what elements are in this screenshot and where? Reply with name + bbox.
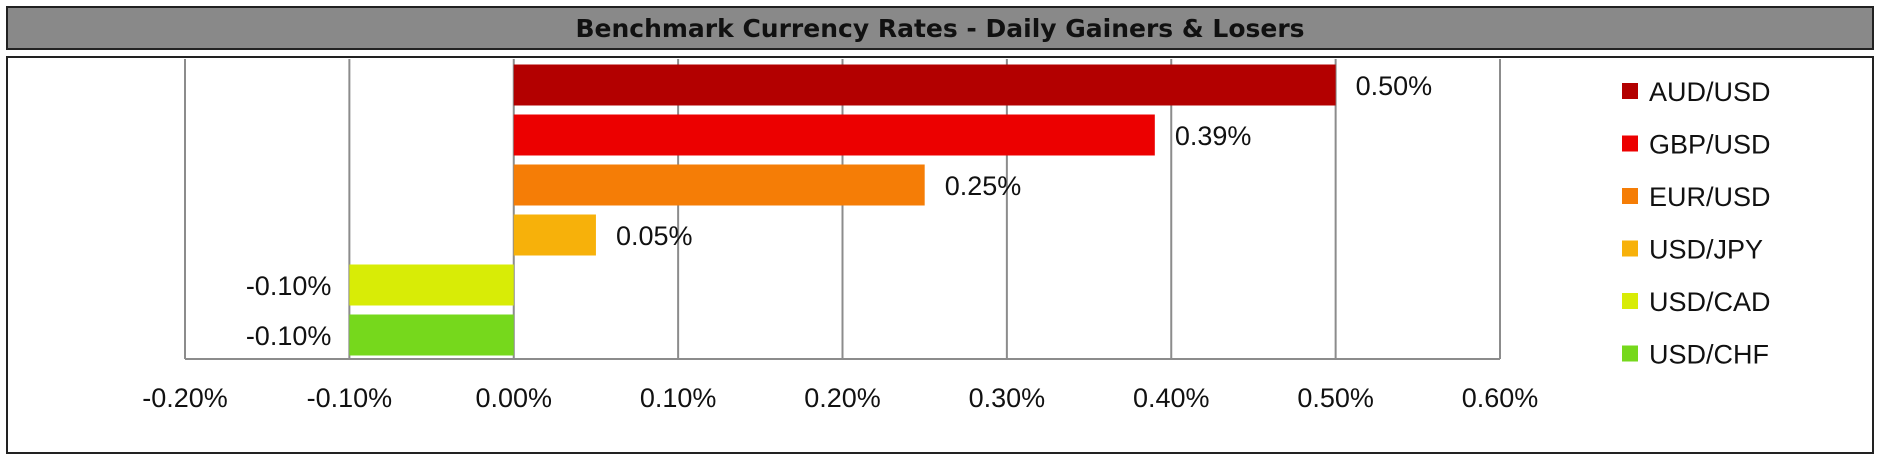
x-tick-label: 0.40% bbox=[1133, 383, 1210, 413]
legend-swatch bbox=[1622, 83, 1638, 99]
legend-swatch bbox=[1622, 345, 1638, 362]
legend-swatch bbox=[1622, 240, 1638, 257]
legend-label: USD/JPY bbox=[1649, 235, 1763, 265]
data-label: -0.10% bbox=[246, 271, 332, 301]
legend-label: GBP/USD bbox=[1649, 130, 1771, 160]
legend-label: EUR/USD bbox=[1649, 182, 1771, 212]
x-tick-label: -0.20% bbox=[142, 383, 228, 413]
chart-title: Benchmark Currency Rates - Daily Gainers… bbox=[575, 13, 1305, 43]
data-label: -0.10% bbox=[246, 321, 332, 351]
title-bar: Benchmark Currency Rates - Daily Gainers… bbox=[6, 6, 1874, 50]
legend-label: USD/CHF bbox=[1649, 340, 1769, 370]
data-label: 0.39% bbox=[1175, 121, 1252, 151]
bar bbox=[513, 164, 925, 206]
bar bbox=[349, 264, 514, 306]
x-tick-label: 0.30% bbox=[969, 383, 1046, 413]
bar bbox=[349, 314, 514, 356]
x-tick-label: 0.10% bbox=[640, 383, 717, 413]
bar bbox=[513, 214, 596, 256]
bar bbox=[513, 114, 1155, 156]
x-tick-label: 0.20% bbox=[804, 383, 881, 413]
x-tick-label: -0.10% bbox=[307, 383, 393, 413]
data-label: 0.50% bbox=[1356, 71, 1433, 101]
legend-swatch bbox=[1622, 188, 1638, 204]
legend-swatch bbox=[1622, 293, 1638, 309]
legend-swatch bbox=[1622, 135, 1638, 152]
x-tick-label: 0.50% bbox=[1297, 383, 1374, 413]
x-tick-label: 0.00% bbox=[475, 383, 552, 413]
data-label: 0.25% bbox=[945, 171, 1022, 201]
data-label: 0.05% bbox=[616, 221, 693, 251]
bar bbox=[513, 64, 1336, 106]
legend-label: AUD/USD bbox=[1649, 77, 1771, 107]
legend-label: USD/CAD bbox=[1649, 287, 1771, 317]
x-tick-label: 0.60% bbox=[1462, 383, 1539, 413]
